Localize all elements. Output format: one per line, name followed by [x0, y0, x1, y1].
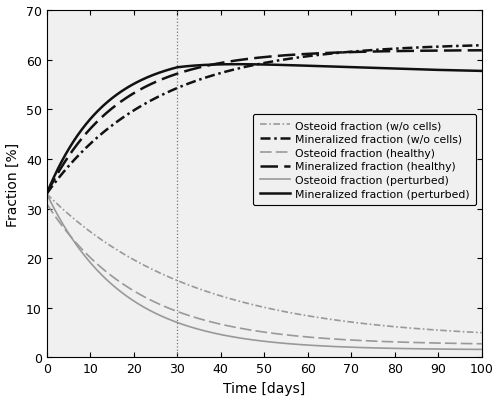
Osteoid fraction (healthy)	[466, 341, 472, 346]
Osteoid fraction (w/o cells)	[44, 192, 50, 196]
Osteoid fraction (healthy)	[244, 327, 250, 332]
Osteoid fraction (w/o cells)	[466, 330, 472, 334]
Osteoid fraction (perturbed)	[466, 347, 472, 352]
Legend: Osteoid fraction (w/o cells), Mineralized fraction (w/o cells), Osteoid fraction: Osteoid fraction (w/o cells), Mineralize…	[253, 114, 476, 206]
Mineralized fraction (w/o cells)	[256, 63, 262, 67]
Osteoid fraction (healthy)	[466, 341, 472, 346]
Mineralized fraction (perturbed)	[479, 69, 485, 74]
Osteoid fraction (perturbed)	[479, 347, 485, 352]
Mineralized fraction (w/o cells)	[44, 192, 50, 196]
Osteoid fraction (healthy)	[66, 232, 72, 237]
Mineralized fraction (perturbed)	[256, 63, 262, 68]
Mineralized fraction (healthy)	[244, 57, 250, 62]
Mineralized fraction (perturbed)	[466, 69, 472, 74]
Osteoid fraction (w/o cells)	[256, 304, 262, 309]
Osteoid fraction (healthy)	[386, 340, 392, 344]
Osteoid fraction (w/o cells)	[244, 301, 250, 306]
Mineralized fraction (healthy)	[386, 50, 392, 55]
Mineralized fraction (perturbed)	[44, 192, 50, 196]
Line: Osteoid fraction (perturbed): Osteoid fraction (perturbed)	[46, 194, 482, 350]
Line: Osteoid fraction (w/o cells): Osteoid fraction (w/o cells)	[46, 194, 482, 333]
Mineralized fraction (w/o cells)	[244, 65, 250, 70]
Mineralized fraction (w/o cells)	[66, 164, 72, 169]
Line: Mineralized fraction (perturbed): Mineralized fraction (perturbed)	[46, 65, 482, 194]
Mineralized fraction (healthy)	[466, 49, 472, 54]
Osteoid fraction (perturbed)	[466, 347, 472, 352]
Line: Osteoid fraction (healthy): Osteoid fraction (healthy)	[46, 204, 482, 344]
Osteoid fraction (w/o cells)	[386, 324, 392, 329]
Osteoid fraction (perturbed)	[244, 337, 250, 342]
Mineralized fraction (healthy)	[256, 56, 262, 61]
Mineralized fraction (perturbed)	[466, 69, 472, 74]
X-axis label: Time [days]: Time [days]	[223, 381, 306, 395]
Mineralized fraction (perturbed)	[244, 63, 250, 67]
Mineralized fraction (healthy)	[466, 49, 472, 54]
Mineralized fraction (healthy)	[44, 192, 50, 196]
Osteoid fraction (healthy)	[44, 202, 50, 207]
Mineralized fraction (perturbed)	[386, 67, 392, 72]
Line: Mineralized fraction (healthy): Mineralized fraction (healthy)	[46, 51, 482, 194]
Y-axis label: Fraction [%]: Fraction [%]	[6, 142, 20, 226]
Mineralized fraction (perturbed)	[66, 147, 72, 152]
Mineralized fraction (w/o cells)	[386, 47, 392, 52]
Mineralized fraction (w/o cells)	[466, 44, 472, 49]
Osteoid fraction (w/o cells)	[479, 330, 485, 335]
Osteoid fraction (healthy)	[479, 342, 485, 346]
Mineralized fraction (healthy)	[479, 49, 485, 54]
Mineralized fraction (perturbed)	[234, 63, 240, 67]
Osteoid fraction (healthy)	[256, 329, 262, 334]
Osteoid fraction (perturbed)	[66, 232, 72, 237]
Osteoid fraction (w/o cells)	[466, 330, 472, 334]
Mineralized fraction (w/o cells)	[479, 44, 485, 49]
Mineralized fraction (w/o cells)	[466, 44, 472, 49]
Osteoid fraction (w/o cells)	[66, 213, 72, 217]
Line: Mineralized fraction (w/o cells): Mineralized fraction (w/o cells)	[46, 46, 482, 194]
Osteoid fraction (perturbed)	[386, 346, 392, 351]
Mineralized fraction (healthy)	[66, 154, 72, 159]
Osteoid fraction (perturbed)	[256, 338, 262, 343]
Osteoid fraction (perturbed)	[44, 192, 50, 196]
